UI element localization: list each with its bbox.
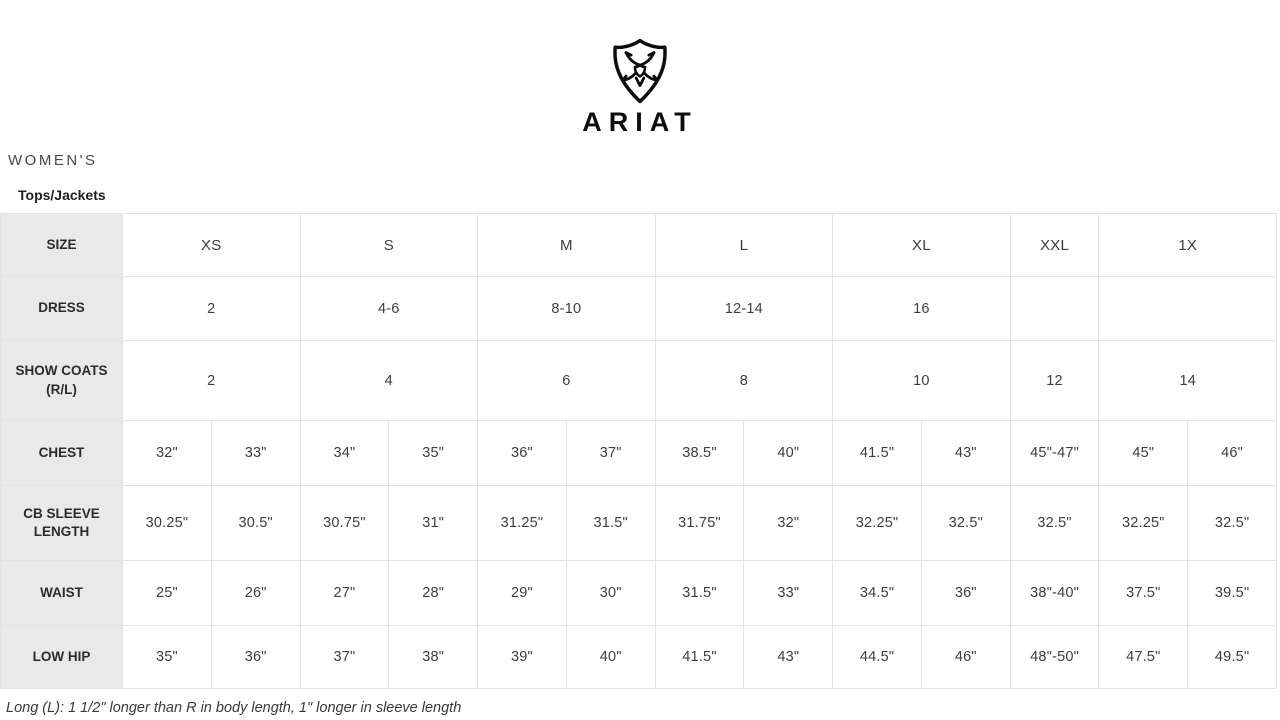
size-value-cell: 36" <box>921 561 1011 626</box>
size-value-cell: 8-10 <box>478 277 656 341</box>
row-label: WAIST <box>1 561 123 626</box>
size-value-cell: 46" <box>921 626 1011 689</box>
size-value-cell: 36" <box>478 421 567 486</box>
size-value-cell: 32.5" <box>1188 486 1277 561</box>
row-label: CHEST <box>1 421 123 486</box>
size-table: SIZE XS S M L XL XXL 1X DRESS 2 4-6 8-10 12-14 16 SHOW… <box>0 213 1277 689</box>
size-value-cell <box>1010 277 1100 341</box>
size-value-cell: 48"-50" <box>1010 626 1100 689</box>
table-row-dress: DRESS 2 4-6 8-10 12-14 16 <box>1 277 1277 341</box>
size-value-cell: 41.5" <box>833 421 922 486</box>
brand-header: ARIAT <box>0 0 1280 138</box>
row-label: SIZE <box>1 214 123 277</box>
size-value-cell: 10 <box>833 341 1011 421</box>
size-value-cell: 28" <box>389 561 479 626</box>
size-value-cell: 44.5" <box>833 626 922 689</box>
size-value-cell: 33" <box>744 561 834 626</box>
size-value-cell: 49.5" <box>1188 626 1277 689</box>
size-value-cell: 26" <box>211 561 301 626</box>
size-value-cell: 45" <box>1099 421 1189 486</box>
size-value-cell: 38.5" <box>655 421 745 486</box>
size-value-cell: 47.5" <box>1099 626 1189 689</box>
size-value-cell: 32" <box>123 421 212 486</box>
table-row-show-coats-r-l: SHOW COATS (R/L) 2 4 6 8 10 12 14 <box>1 341 1277 421</box>
size-value-cell <box>1099 277 1277 341</box>
size-value-cell: 41.5" <box>655 626 745 689</box>
size-value-cell: 39.5" <box>1188 561 1277 626</box>
size-column-header: XL <box>833 214 1011 277</box>
size-value-cell: 29" <box>478 561 567 626</box>
size-value-cell: 32.5" <box>1010 486 1100 561</box>
table-row-chest: CHEST 32" 33" 34" 35" 36" 37" 38.5" 40" 41.5" 43" 4… <box>1 421 1277 486</box>
size-value-cell: 4-6 <box>300 277 479 341</box>
row-label: LOW HIP <box>1 626 123 689</box>
size-value-cell: 25" <box>123 561 212 626</box>
size-value-cell: 40" <box>744 421 834 486</box>
size-value-cell: 43" <box>921 421 1011 486</box>
size-value-cell: 36" <box>211 626 301 689</box>
section-label: Tops/Jackets <box>18 187 106 203</box>
ariat-shield-logo-icon <box>0 38 1280 104</box>
size-value-cell: 2 <box>123 341 301 421</box>
size-column-header: M <box>478 214 656 277</box>
size-value-cell: 31" <box>389 486 479 561</box>
size-value-cell: 2 <box>123 277 301 341</box>
size-value-cell: 14 <box>1099 341 1277 421</box>
size-value-cell: 32.25" <box>833 486 922 561</box>
size-value-cell: 30.25" <box>123 486 212 561</box>
size-value-cell: 32" <box>744 486 834 561</box>
size-value-cell: 6 <box>478 341 656 421</box>
size-value-cell: 46" <box>1188 421 1277 486</box>
size-value-cell: 31.5" <box>655 561 745 626</box>
row-label: SHOW COATS (R/L) <box>1 341 123 421</box>
size-value-cell: 37" <box>566 421 656 486</box>
size-column-header: L <box>655 214 834 277</box>
size-value-cell: 35" <box>389 421 479 486</box>
size-value-cell: 34.5" <box>833 561 922 626</box>
size-value-cell: 12 <box>1010 341 1100 421</box>
table-row-cb-sleeve-length: CB SLEEVE LENGTH 30.25" 30.5" 30.75" 31" 31.2… <box>1 486 1277 561</box>
size-value-cell: 43" <box>744 626 834 689</box>
size-value-cell: 31.75" <box>655 486 745 561</box>
row-label: CB SLEEVE LENGTH <box>1 486 123 561</box>
size-value-cell: 38"-40" <box>1010 561 1100 626</box>
footnote: Long (L): 1 1/2" longer than R in body l… <box>6 700 462 716</box>
row-label: DRESS <box>1 277 123 341</box>
size-value-cell: 37.5" <box>1099 561 1189 626</box>
size-column-header: XXL <box>1010 214 1100 277</box>
size-value-cell: 8 <box>655 341 834 421</box>
size-column-header: XS <box>123 214 301 277</box>
size-value-cell: 16 <box>833 277 1011 341</box>
size-column-header: S <box>300 214 479 277</box>
category-label: WOMEN'S <box>8 152 98 169</box>
table-row-low-hip: LOW HIP 35" 36" 37" 38" 39" 40" 41.5" 43" 44.5" 46… <box>1 626 1277 689</box>
size-column-header: 1X <box>1099 214 1277 277</box>
size-value-cell: 33" <box>211 421 301 486</box>
size-value-cell: 31.25" <box>478 486 567 561</box>
brand-wordmark: ARIAT <box>582 107 698 137</box>
size-value-cell: 30.75" <box>300 486 390 561</box>
size-value-cell: 38" <box>389 626 479 689</box>
size-value-cell: 32.25" <box>1099 486 1189 561</box>
size-value-cell: 45"-47" <box>1010 421 1100 486</box>
size-value-cell: 4 <box>300 341 479 421</box>
table-row-waist: WAIST 25" 26" 27" 28" 29" 30" 31.5" 33" 34.5" 36" 3… <box>1 561 1277 626</box>
size-value-cell: 12-14 <box>655 277 834 341</box>
size-value-cell: 32.5" <box>921 486 1011 561</box>
size-value-cell: 27" <box>300 561 390 626</box>
size-value-cell: 37" <box>300 626 390 689</box>
size-value-cell: 30.5" <box>211 486 301 561</box>
size-value-cell: 40" <box>566 626 656 689</box>
table-row-size: SIZE XS S M L XL XXL 1X <box>1 214 1277 277</box>
size-value-cell: 39" <box>478 626 567 689</box>
size-value-cell: 30" <box>566 561 656 626</box>
size-value-cell: 35" <box>123 626 212 689</box>
size-value-cell: 31.5" <box>566 486 656 561</box>
size-value-cell: 34" <box>300 421 390 486</box>
